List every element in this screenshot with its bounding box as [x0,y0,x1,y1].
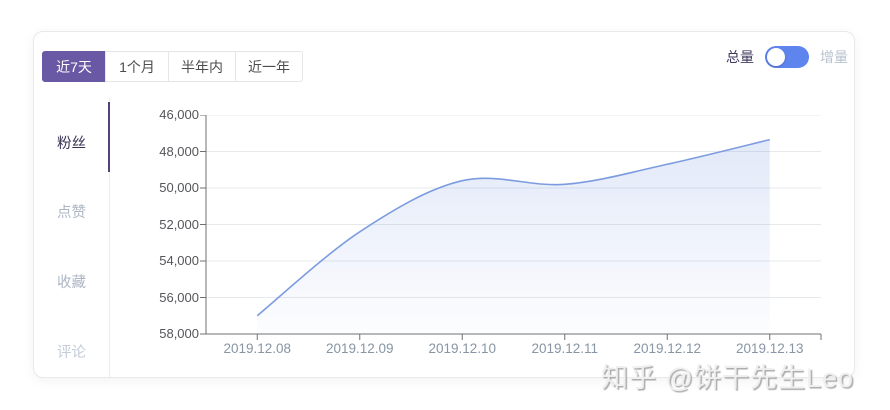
analytics-card: 近7天 1个月 半年内 近一年 总量 增量 粉丝 点赞 收藏 评论 58,000… [33,31,855,378]
tab-1-year[interactable]: 近一年 [235,51,303,82]
x-tick-label: 2019.12.13 [735,341,804,356]
total-mode-label: 总量 [726,49,754,65]
sidebar-item-favorites[interactable]: 收藏 [57,275,86,291]
mode-controls: 总量 增量 [726,46,848,68]
y-tick-label: 48,000 [159,143,199,159]
fans-area-chart [200,115,822,340]
y-tick-label: 52,000 [159,216,199,232]
y-tick-label: 50,000 [159,180,199,195]
watermark: 知乎 @饼干先生Leo [601,363,854,393]
x-tick-label: 2019.12.09 [325,341,394,356]
tab-1-month[interactable]: 1个月 [105,51,169,82]
toggle-knob [767,48,785,66]
y-tick-label: 58,000 [159,326,199,341]
sidebar-item-fans[interactable]: 粉丝 [57,136,86,152]
x-tick-label: 2019.12.12 [633,341,702,356]
x-tick-label: 2019.12.11 [531,341,599,356]
sidebar-divider [109,98,110,377]
period-tabbar: 近7天 1个月 半年内 近一年 [42,51,303,82]
tab-half-year[interactable]: 半年内 [168,51,236,82]
y-tick-label: 54,000 [159,253,199,268]
x-tick-label: 2019.12.08 [223,341,292,356]
total-increment-toggle[interactable] [765,46,809,68]
increment-mode-label: 增量 [820,49,848,65]
sidebar-item-likes[interactable]: 点赞 [57,205,86,221]
y-tick-label: 56,000 [159,289,199,305]
tab-last-7-days[interactable]: 近7天 [42,51,106,82]
x-tick-label: 2019.12.10 [428,341,497,356]
y-tick-label: 46,000 [159,107,199,122]
sidebar-active-indicator [108,102,110,172]
sidebar-item-comments[interactable]: 评论 [57,345,86,361]
